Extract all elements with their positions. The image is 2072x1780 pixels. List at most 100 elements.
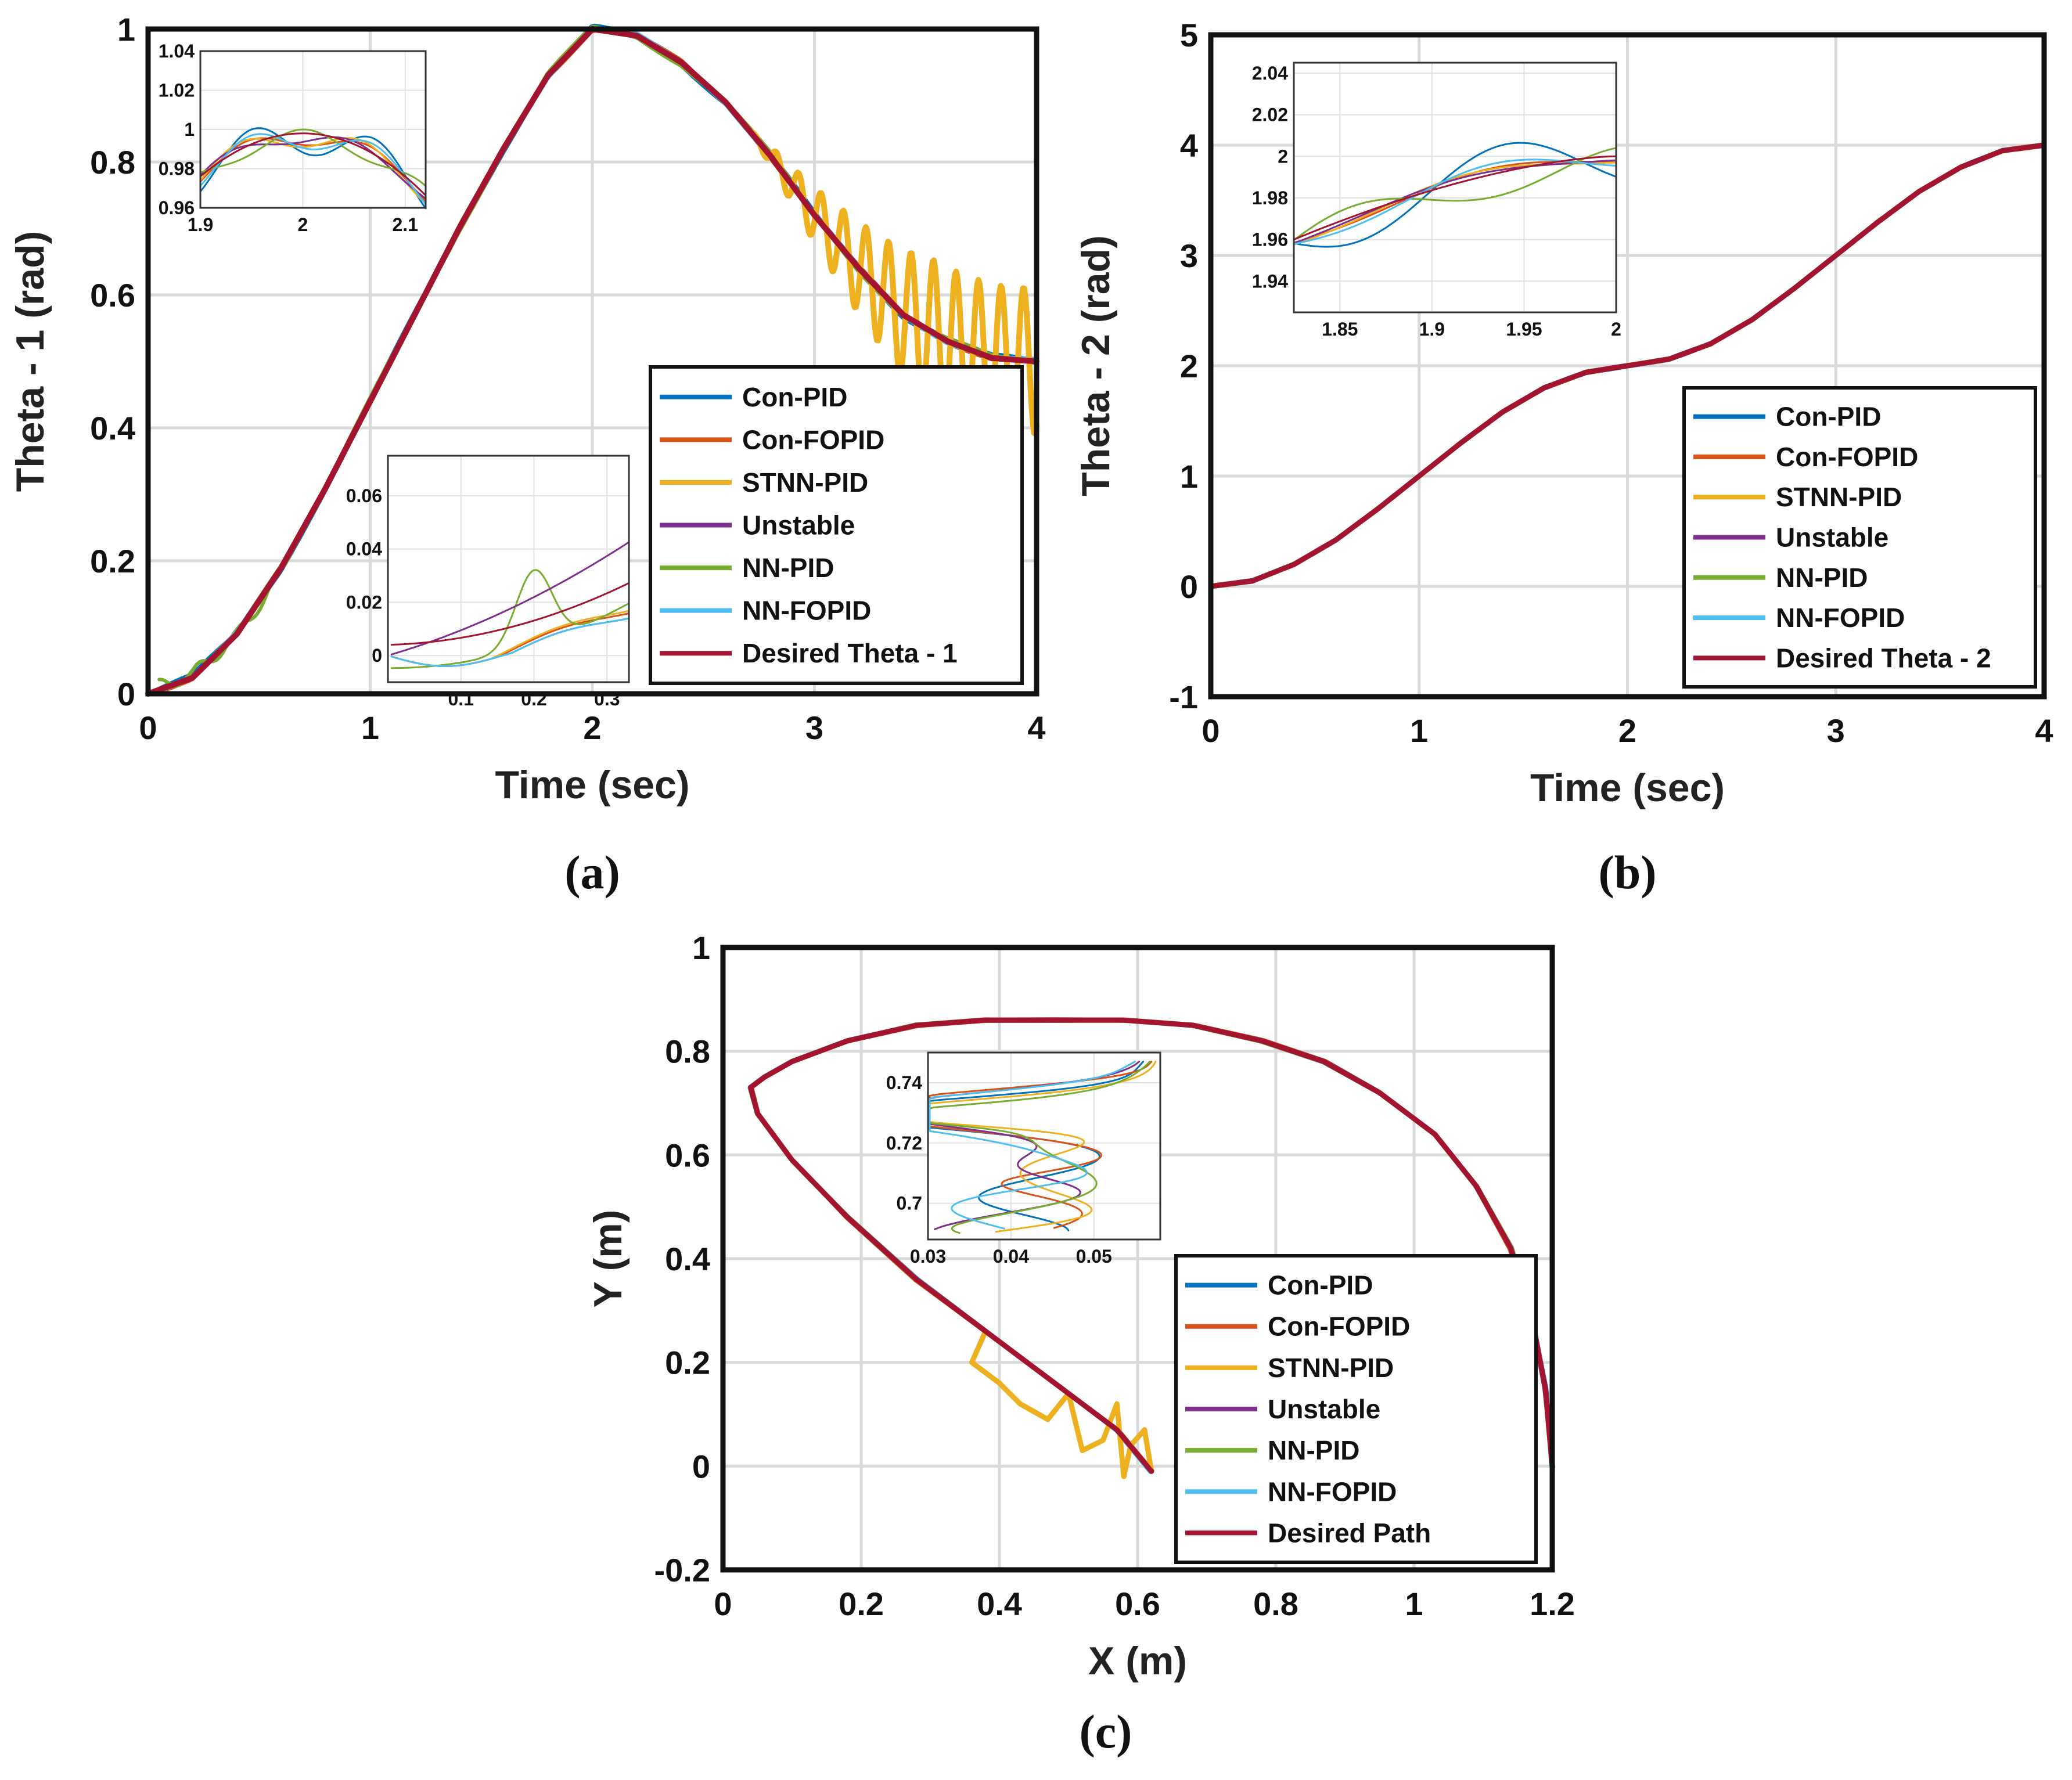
y-tick-label: 1 (1180, 458, 1198, 495)
inset-series-line (199, 133, 427, 206)
inset-x-tick-label: 2 (1611, 319, 1621, 340)
inset-series-line (199, 136, 427, 200)
plot-frame (1208, 32, 2047, 700)
inset-x-tick-label: 0.1 (448, 689, 474, 709)
inset-series-line (199, 128, 427, 187)
inset-y-tick-label: 1 (184, 119, 195, 140)
x-tick-label: 2 (583, 709, 601, 746)
y-tick-label: 1 (692, 929, 710, 966)
panel-label: (a) (564, 846, 620, 899)
inset-desired-line (390, 582, 630, 646)
legend-entry: NN-FOPID (1776, 603, 1905, 633)
x-tick-label: 2 (1618, 712, 1636, 749)
x-tick-label: 0.2 (839, 1586, 884, 1622)
desired-line (748, 1017, 1555, 1474)
inset-y-tick-label: 0.02 (346, 592, 382, 612)
panel-label: (c) (1079, 1705, 1132, 1758)
x-tick-label: 0 (139, 709, 157, 746)
inset-background (388, 456, 629, 682)
y-tick-label: 0.4 (665, 1241, 710, 1277)
legend-entry: NN-PID (1268, 1435, 1359, 1465)
inset-y-tick-label: 0.7 (897, 1193, 922, 1214)
inset-frame (927, 1051, 1161, 1241)
inset-y-tick-label: 1.94 (1252, 271, 1288, 291)
inset: 0.03 0.04 0.05 0.7 0.72 0.74 (886, 1051, 1161, 1267)
y-tick-label: 0.8 (665, 1033, 710, 1070)
y-tick-label: 0 (117, 676, 135, 712)
inset-frame (387, 455, 630, 683)
inset-frame (1293, 62, 1617, 314)
y-tick-label: -1 (1169, 679, 1198, 715)
y-tick-label: 0.6 (90, 277, 135, 314)
x-tick-label: 1 (361, 709, 379, 746)
inset-y-tick-label: 1.04 (159, 41, 195, 62)
inset-frame (199, 50, 427, 209)
y-axis-title: Theta - 2 (rad) (1074, 235, 1118, 496)
inset-y-tick-label: 1.96 (1252, 229, 1288, 250)
inset-series-line (390, 617, 630, 667)
legend-entry: Desired Theta - 1 (742, 638, 958, 668)
inset-x-tick-label: 1.95 (1506, 319, 1542, 340)
inset-y-tick-label: 2 (1278, 146, 1288, 167)
legend-entry: Unstable (1268, 1394, 1380, 1424)
x-tick-label: 4 (1027, 709, 1045, 746)
chart-a: 0 1 2 3 4 0 0.2 0.4 0.6 0.8 1 Time (sec) Theta - 1 (… (8, 11, 1046, 899)
y-tick-label: 5 (1180, 17, 1198, 53)
inset-y-tick-label: 1.98 (1252, 188, 1288, 208)
inset-y-tick-label: 0.04 (346, 539, 382, 560)
x-tick-label: 0.6 (1115, 1586, 1160, 1622)
inset-y-tick-label: 2.02 (1252, 105, 1288, 125)
inset: 0.1 0.2 0.3 0 0.02 0.04 0.06 (346, 455, 630, 709)
x-tick-label: 0.8 (1253, 1586, 1298, 1622)
plot-frame (145, 26, 1039, 697)
legend-entry: NN-PID (1776, 563, 1868, 593)
x-tick-label: 1 (1405, 1586, 1423, 1622)
y-tick-label: 0.2 (665, 1345, 710, 1381)
legend-entry: Con-FOPID (1776, 442, 1918, 472)
inset-background (928, 1053, 1160, 1239)
inset-series-line (1293, 159, 1617, 244)
inset-x-tick-label: 0.2 (521, 689, 546, 709)
inset-y-tick-label: 0 (372, 645, 382, 666)
inset-y-tick-label: 0.72 (886, 1133, 922, 1154)
inset-series-line (199, 127, 427, 210)
inset-y-tick-label: 1.02 (159, 80, 195, 101)
y-tick-label: 0.2 (90, 543, 135, 579)
legend-entry: STNN-PID (1776, 482, 1902, 512)
legend-entry: Con-PID (1268, 1270, 1373, 1300)
x-tick-label: 0.4 (977, 1586, 1022, 1622)
x-tick-label: 3 (1827, 712, 1845, 749)
inset-series-line (929, 1061, 1151, 1234)
y-tick-label: 0.6 (665, 1137, 710, 1173)
legend-entry: Desired Theta - 2 (1776, 643, 1991, 673)
inset-series-line (1293, 142, 1617, 248)
y-tick-label: 0 (1180, 568, 1198, 605)
inset-x-tick-label: 0.05 (1076, 1246, 1112, 1267)
y-tick-label: 0.4 (90, 410, 135, 446)
inset: 1.85 1.9 1.95 2 1.94 1.96 1.98 2 2.02 2.04 (1252, 62, 1621, 340)
inset-x-tick-label: 1.85 (1322, 319, 1358, 340)
legend-entry: Con-FOPID (742, 424, 884, 455)
y-axis-title: Theta - 1 (rad) (8, 231, 52, 492)
legend: Con-PID Con-FOPID STNN-PID Unstable NN-PID NN… (649, 365, 1024, 685)
legend-entry: Con-FOPID (1268, 1311, 1410, 1342)
y-tick-label: 0 (692, 1448, 710, 1484)
x-axis-title: X (m) (1088, 1639, 1187, 1683)
y-tick-label: 4 (1180, 127, 1198, 164)
y-tick-label: 1 (117, 11, 135, 48)
x-tick-label: 1 (1410, 712, 1428, 749)
plot-frame (720, 945, 1555, 1573)
inset-x-tick-label: 0.03 (910, 1246, 946, 1267)
legend-entry: Con-PID (1776, 402, 1881, 432)
inset-series-line (929, 1061, 1157, 1233)
desired-line (1208, 142, 2047, 589)
inset-x-tick-label: 2 (297, 214, 308, 235)
chart-c: 0 0.2 0.4 0.6 0.8 1 1.2-0.200.20.40.60.81X (m)… (586, 929, 1575, 1758)
inset-background (1294, 63, 1616, 312)
x-axis-title: Time (sec) (495, 763, 689, 807)
inset-series-line (929, 1061, 1136, 1230)
y-tick-label: 3 (1180, 237, 1198, 274)
inset-y-tick-label: 0.98 (159, 158, 195, 179)
legend-entry: STNN-PID (742, 467, 868, 498)
